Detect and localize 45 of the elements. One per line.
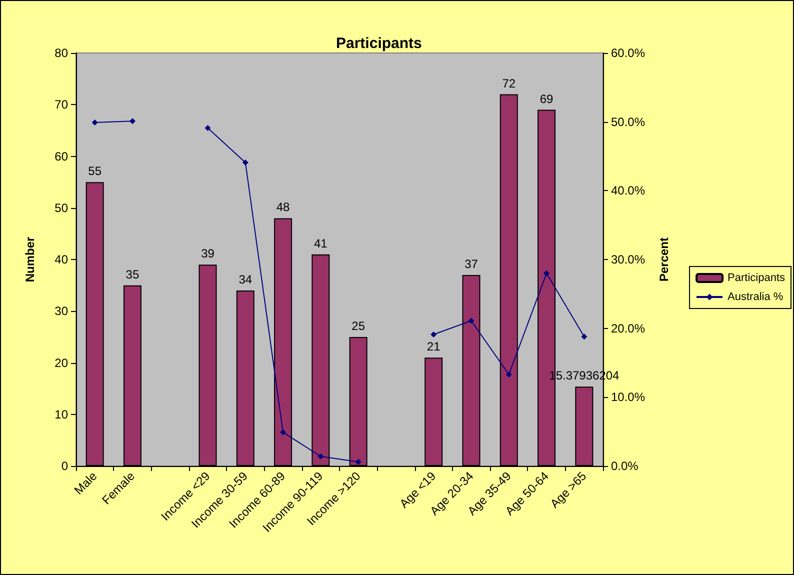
point <box>280 429 286 436</box>
point <box>204 125 211 132</box>
point <box>92 120 98 126</box>
y2-tick-label: 40.0% <box>611 184 646 198</box>
point <box>581 334 588 340</box>
y-tick-label: 0 <box>61 459 68 473</box>
y-tick-label: 40 <box>54 252 68 266</box>
y2-tick-label: 10.0% <box>611 390 646 404</box>
data-label: 37 <box>464 256 478 271</box>
y-tick-label: 30 <box>54 304 68 318</box>
point <box>355 458 362 465</box>
y2-tick-label: 30.0% <box>611 252 646 266</box>
y2-tick-label: 50.0% <box>611 114 646 129</box>
y2-axis-title: Percent <box>657 237 671 282</box>
data-label: 41 <box>314 236 328 250</box>
legend-label: Participants <box>728 272 786 284</box>
point <box>544 270 550 276</box>
point <box>506 371 512 378</box>
data-label: 72 <box>502 76 516 90</box>
y2-tick-label: 20.0% <box>611 321 646 336</box>
legend-label: Australia % <box>728 291 784 303</box>
data-label: 48 <box>276 200 290 214</box>
point <box>468 318 474 324</box>
y-tick-label: 20 <box>54 356 68 370</box>
data-label: 35 <box>126 267 140 282</box>
y2-tick-label: 60.0% <box>611 46 646 60</box>
point <box>318 453 324 460</box>
y-tick-label: 50 <box>54 200 68 215</box>
data-label: 25 <box>352 318 366 333</box>
y-tick-label: 10 <box>54 407 68 422</box>
data-label: 34 <box>238 272 252 286</box>
x-tick-label: Age >65 <box>547 468 590 511</box>
point <box>242 159 248 166</box>
y-tick-label: 60 <box>54 149 68 164</box>
y-tick-label: 70 <box>54 98 68 112</box>
data-label: 39 <box>201 246 215 261</box>
y-axis-title: Number <box>23 236 37 282</box>
data-label: 69 <box>540 92 554 106</box>
point <box>129 118 136 124</box>
data-label: 21 <box>426 340 441 354</box>
point <box>430 332 437 338</box>
chart-title: Participants <box>336 35 422 52</box>
y2-tick-label: 0.0% <box>611 459 639 473</box>
y-tick-label: 80 <box>54 46 68 60</box>
data-label: 55 <box>88 164 102 178</box>
